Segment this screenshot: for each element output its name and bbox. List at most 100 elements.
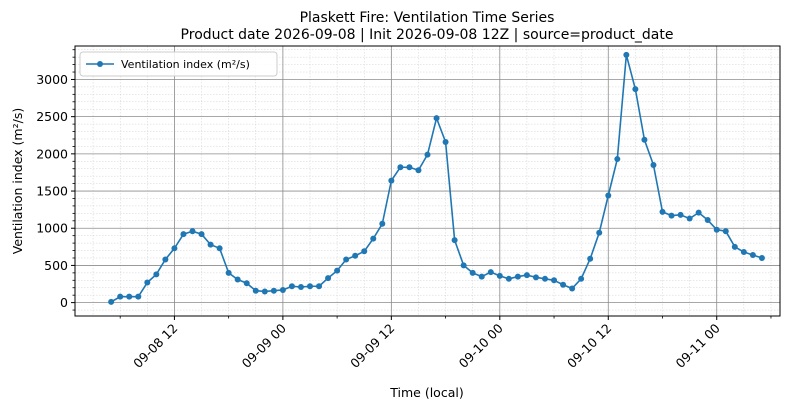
data-point [713, 226, 720, 233]
data-point [442, 138, 449, 145]
data-point [288, 283, 295, 290]
data-point [722, 228, 729, 235]
data-point [740, 249, 747, 256]
y-axis-ticks: 0 500 1000 1500 2000 2500 3000 [36, 49, 75, 311]
data-point [325, 275, 332, 282]
data-point [162, 256, 169, 263]
data-point [632, 86, 639, 93]
data-point [496, 272, 503, 279]
data-point [569, 285, 576, 292]
data-point [551, 277, 558, 284]
data-point [388, 177, 395, 184]
x-tick-label: 09-09 00 [239, 320, 289, 370]
y-tick-label: 0 [60, 295, 68, 310]
data-point [171, 245, 178, 252]
data-point [307, 283, 313, 290]
data-point [252, 287, 259, 294]
series-layer [108, 51, 765, 305]
data-point [596, 229, 603, 236]
data-point [749, 252, 756, 259]
x-axis-ticks: 09-08 12 09-09 00 09-09 12 09-10 00 09-10 12… [119, 316, 772, 371]
chart-title: Plaskett Fire: Ventilation Time Series [300, 10, 555, 26]
data-point [108, 298, 115, 305]
data-point [261, 288, 268, 295]
x-tick-label: 09-10 12 [564, 321, 614, 371]
data-point [758, 254, 765, 261]
y-tick-label: 3000 [36, 72, 68, 87]
x-tick-label: 09-11 00 [673, 320, 723, 370]
legend-marker-swatch [97, 61, 103, 67]
series-line [110, 54, 763, 303]
data-point [352, 252, 359, 259]
data-point [487, 269, 494, 276]
data-point [361, 248, 368, 255]
x-tick-label: 09-10 00 [456, 320, 506, 370]
y-tick-label: 2000 [36, 146, 68, 161]
data-point [397, 164, 404, 171]
data-point [731, 243, 738, 250]
x-tick-label: 09-08 12 [130, 321, 180, 371]
data-point [415, 167, 422, 174]
data-point [433, 115, 440, 122]
legend: Ventilation index (m²/s) [79, 51, 278, 77]
data-point [198, 231, 205, 238]
data-point [216, 245, 223, 252]
data-point [316, 283, 323, 290]
data-point [460, 262, 467, 269]
data-point [677, 211, 684, 218]
data-point [234, 276, 241, 283]
data-point [704, 217, 711, 224]
chart-subtitle: Product date 2026-09-08 | Init 2026-09-0… [181, 27, 674, 43]
data-point [650, 162, 657, 169]
y-tick-label: 1000 [36, 221, 68, 236]
data-point [189, 228, 196, 235]
data-point [578, 275, 585, 282]
data-point [659, 208, 666, 215]
data-point [587, 255, 594, 262]
minor-grid [75, 46, 780, 316]
data-point [334, 267, 341, 274]
data-point [424, 151, 431, 158]
data-point [343, 256, 350, 263]
data-point [641, 136, 648, 143]
data-point [406, 164, 413, 171]
legend-entry-label: Ventilation index (m²/s) [121, 58, 250, 71]
legend-box [79, 51, 278, 77]
data-point [514, 273, 521, 280]
data-point [505, 275, 512, 282]
plot-frame [74, 45, 781, 317]
data-point [623, 51, 630, 58]
data-point [243, 280, 250, 287]
data-point [469, 269, 476, 276]
data-point [297, 283, 304, 290]
x-tick-label: 09-09 12 [347, 321, 397, 371]
data-point [614, 156, 621, 163]
data-point [135, 293, 142, 300]
y-tick-label: 1500 [36, 184, 68, 199]
x-axis-label: Time (local) [389, 385, 463, 400]
data-point [126, 293, 133, 300]
major-grid [75, 46, 780, 316]
data-point [523, 272, 530, 279]
data-point [686, 215, 693, 222]
data-point [379, 220, 386, 227]
data-point [144, 279, 151, 286]
data-point [180, 231, 187, 238]
data-point [207, 241, 214, 248]
data-point [478, 273, 485, 280]
data-point [532, 274, 539, 281]
data-point [153, 271, 160, 278]
data-point [225, 269, 232, 276]
y-tick-label: 2500 [36, 109, 68, 124]
data-point [279, 286, 286, 293]
data-point [117, 293, 124, 300]
y-tick-label: 500 [44, 258, 68, 273]
data-point [668, 212, 675, 219]
data-point [451, 237, 458, 244]
data-point [560, 281, 567, 288]
y-axis-label: Ventilation index (m²/s) [10, 108, 25, 254]
data-point [605, 192, 612, 199]
data-point [270, 287, 277, 294]
data-point [695, 209, 702, 216]
